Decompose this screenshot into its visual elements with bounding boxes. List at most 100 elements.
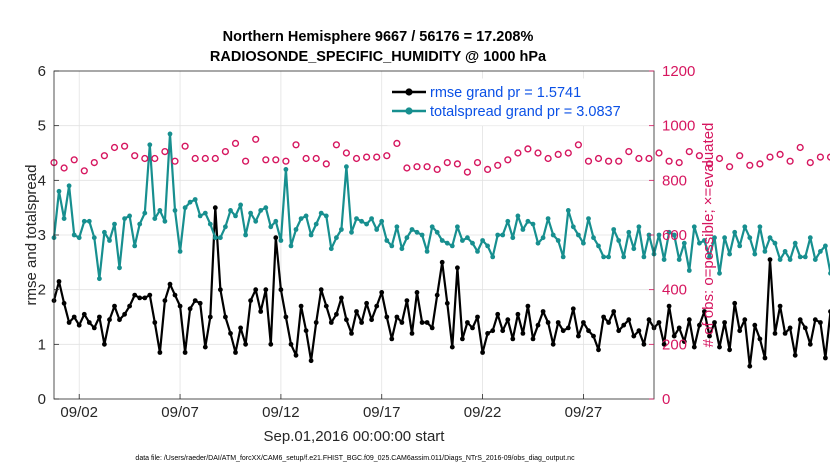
x-tick-label: 09/07 bbox=[161, 404, 199, 421]
rmse-point bbox=[470, 325, 475, 331]
totalspread-point bbox=[212, 235, 218, 241]
obs-possible-point bbox=[433, 165, 441, 174]
totalspread-point bbox=[465, 235, 470, 241]
rmse-point bbox=[384, 314, 390, 320]
y-tick-left-label: 0 bbox=[38, 391, 46, 408]
obs-possible-point bbox=[302, 154, 310, 163]
totalspread-point bbox=[263, 205, 269, 211]
rmse-point bbox=[818, 320, 823, 325]
rmse-point bbox=[671, 333, 677, 339]
rmse-point bbox=[122, 311, 127, 317]
rmse-point bbox=[298, 303, 304, 309]
rmse-point bbox=[707, 333, 712, 339]
obs-possible-point bbox=[90, 159, 98, 167]
totalspread-point bbox=[349, 229, 354, 235]
totalspread-point bbox=[399, 246, 405, 252]
rmse-point bbox=[369, 317, 374, 323]
rmse-point bbox=[404, 298, 410, 303]
obs-possible-point bbox=[332, 141, 341, 149]
rmse-point bbox=[243, 341, 249, 347]
obs-possible-point bbox=[504, 156, 512, 164]
rmse-point bbox=[666, 303, 672, 309]
rmse-point bbox=[238, 325, 244, 331]
obs-possible-point bbox=[393, 139, 401, 148]
totalspread-point bbox=[147, 142, 153, 148]
rmse-point bbox=[525, 303, 531, 309]
rmse-point bbox=[676, 325, 682, 331]
totalspread-point bbox=[409, 227, 415, 232]
rmse-point bbox=[424, 320, 430, 325]
rmse-point bbox=[117, 317, 122, 323]
obs-possible-point bbox=[453, 160, 462, 168]
rmse-point bbox=[475, 314, 480, 320]
rmse-point bbox=[233, 350, 238, 355]
obs-possible-point bbox=[161, 148, 169, 156]
obs-possible-point bbox=[786, 157, 794, 165]
obs-possible-point bbox=[645, 154, 653, 163]
rmse-point bbox=[777, 303, 783, 309]
totalspread-point bbox=[540, 235, 546, 241]
totalspread-point bbox=[122, 216, 127, 222]
legend-rmse-label: rmse grand pr = 1.5741 bbox=[430, 85, 581, 101]
totalspread-point bbox=[288, 243, 294, 249]
rmse-point bbox=[218, 287, 223, 293]
rmse-point bbox=[308, 358, 314, 364]
rmse-point bbox=[86, 320, 92, 325]
legend-totalspread-marker bbox=[405, 107, 413, 115]
obs-possible-point bbox=[181, 142, 189, 150]
obs-possible-point bbox=[705, 160, 714, 168]
totalspread-point bbox=[323, 213, 329, 219]
totalspread-point bbox=[812, 257, 818, 262]
rmse-point bbox=[485, 331, 490, 336]
obs-possible-point bbox=[494, 161, 502, 169]
obs-possible-point bbox=[473, 159, 482, 167]
rmse-point bbox=[807, 341, 813, 347]
rmse-point bbox=[797, 317, 803, 323]
rmse-point bbox=[212, 205, 218, 211]
totalspread-point bbox=[535, 240, 541, 246]
rmse-point bbox=[399, 320, 405, 325]
obs-possible-point bbox=[695, 152, 704, 160]
rmse-point bbox=[757, 336, 763, 342]
totalspread-point bbox=[747, 235, 753, 241]
obs-possible-point bbox=[292, 141, 300, 149]
totalspread-point bbox=[81, 218, 87, 224]
totalspread-point bbox=[172, 208, 178, 213]
totalspread-point bbox=[772, 240, 778, 246]
obs-possible-point bbox=[100, 152, 109, 160]
rmse-point bbox=[293, 352, 299, 358]
rmse-point bbox=[91, 325, 97, 331]
y-tick-right-label: 800 bbox=[662, 172, 687, 189]
rmse-point bbox=[747, 363, 753, 369]
totalspread-point bbox=[510, 235, 516, 241]
totalspread-point bbox=[56, 188, 62, 194]
totalspread-point bbox=[742, 224, 748, 230]
axis-ticks: 09/02 09/07 09/12 09/17 09/22 09/27 0 1 2 3 4 5 6 0 20… bbox=[38, 63, 696, 421]
rmse-point bbox=[354, 309, 359, 314]
rmse-point bbox=[540, 309, 546, 314]
rmse-point bbox=[535, 322, 541, 328]
totalspread-point bbox=[91, 235, 97, 241]
rmse-point bbox=[334, 311, 339, 317]
totalspread-point bbox=[339, 227, 344, 232]
rmse-point bbox=[681, 339, 687, 344]
totalspread-point bbox=[137, 221, 143, 227]
totalspread-point bbox=[308, 232, 314, 238]
totalspread-point bbox=[177, 249, 183, 254]
rmse-point bbox=[722, 320, 727, 325]
rmse-point bbox=[197, 300, 203, 306]
obs-possible-point bbox=[776, 150, 784, 159]
totalspread-point bbox=[757, 224, 763, 230]
totalspread-point bbox=[273, 218, 279, 224]
obs-possible-point bbox=[564, 149, 572, 157]
totalspread-point bbox=[823, 243, 828, 249]
totalspread-point bbox=[404, 235, 410, 241]
rmse-point bbox=[762, 355, 768, 361]
rmse-point bbox=[576, 333, 581, 339]
rmse-point bbox=[81, 311, 87, 317]
rmse-point bbox=[172, 292, 178, 298]
obs-possible-point bbox=[423, 163, 431, 171]
totalspread-point bbox=[732, 229, 738, 235]
totalspread-point bbox=[752, 251, 758, 257]
totalspread-line bbox=[52, 132, 830, 280]
